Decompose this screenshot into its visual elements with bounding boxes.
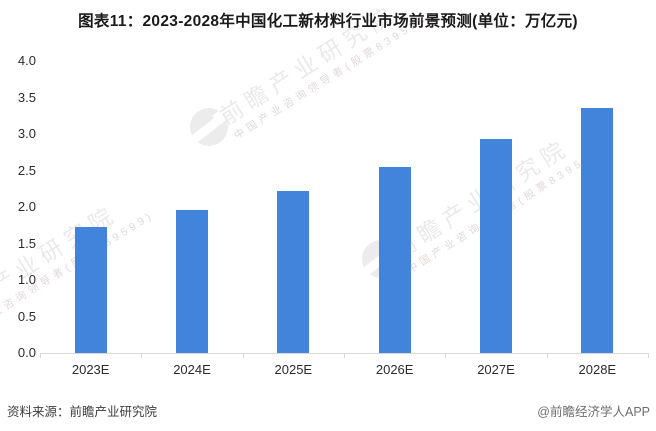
bar-2028E — [581, 108, 614, 353]
x-axis-label: 2025E — [274, 362, 313, 377]
y-axis-label: 4.0 — [17, 53, 36, 68]
bar-2024E — [176, 209, 208, 353]
x-axis-label: 2028E — [578, 362, 617, 377]
x-axis-tick — [141, 353, 143, 358]
x-axis-label: 2026E — [375, 362, 414, 377]
y-axis-label: 3.0 — [17, 126, 36, 141]
plot-area: 2023E 2024E 2025E 2026E 2027E 2028E — [40, 61, 649, 377]
bar-2026E — [378, 166, 411, 353]
y-axis-label: 3.5 — [17, 89, 36, 105]
bar-2023E — [74, 227, 107, 353]
x-axis-tick — [546, 353, 548, 358]
y-axis-label: 0.5 — [17, 308, 36, 324]
bar-2025E — [277, 190, 310, 353]
x-axis-label: 2027E — [477, 362, 515, 377]
y-axis-label: 2.5 — [17, 162, 36, 178]
y-axis-label: 2.0 — [17, 199, 36, 214]
x-axis-tick — [445, 353, 447, 358]
x-axis-tick — [648, 353, 649, 358]
x-axis-label: 2024E — [173, 362, 211, 377]
x-axis-tick — [242, 353, 244, 358]
chart-title: 图表11：2023-2028年中国化工新材料行业市场前景预测(单位：万亿元) — [78, 13, 578, 30]
x-axis-tick — [344, 353, 345, 358]
y-axis-label: 1.0 — [17, 272, 36, 287]
bar-2027E — [480, 139, 512, 353]
x-axis-label: 2023E — [71, 362, 110, 377]
y-axis-label: 0.0 — [17, 345, 36, 360]
credit-note: @前瞻经济学人APP — [537, 405, 650, 419]
x-axis-tick — [40, 353, 41, 358]
y-axis-label: 1.5 — [17, 235, 36, 251]
source-note: 资料来源：前瞻产业研究院 — [7, 405, 158, 419]
